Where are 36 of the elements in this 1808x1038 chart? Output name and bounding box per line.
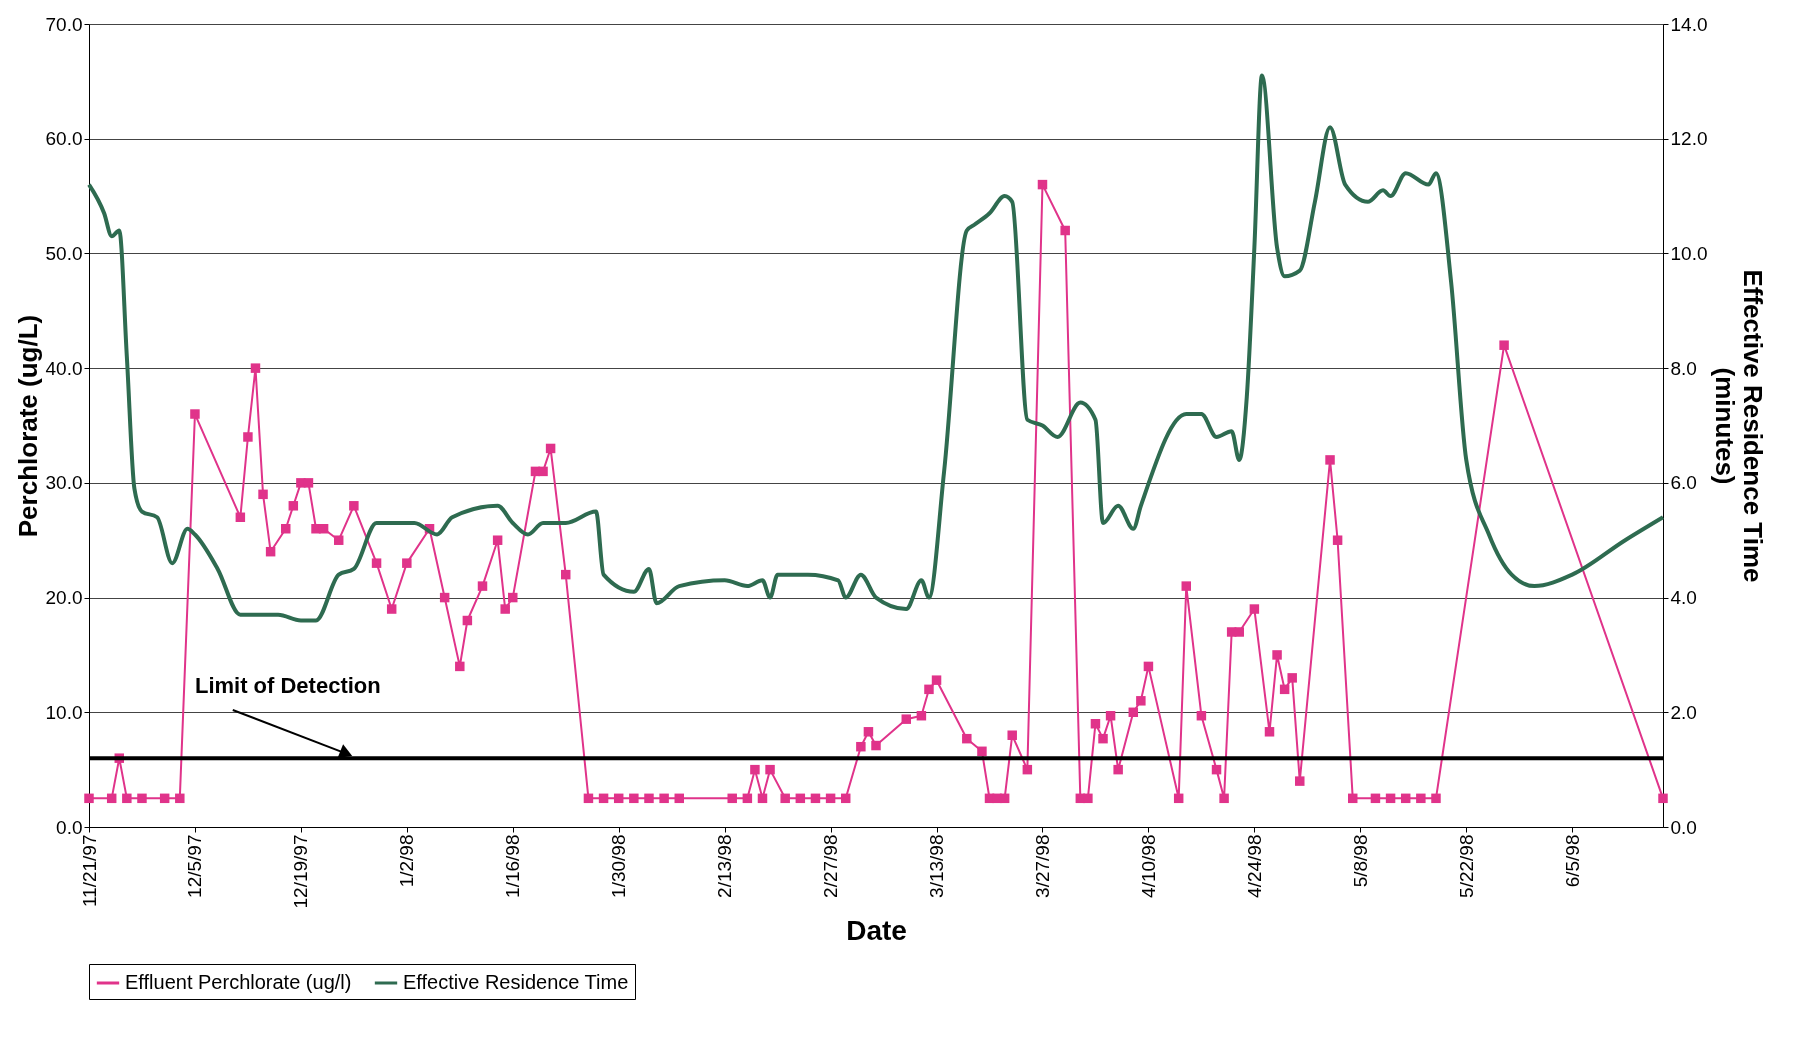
y-tick-label: 20.0	[45, 587, 83, 609]
ref-line-label: Limit of Detection	[194, 672, 381, 698]
x-tick-label: 3/27/98	[1031, 834, 1053, 898]
x-tick-label: 5/8/98	[1349, 834, 1371, 888]
y-tick-label: 10.0	[45, 701, 83, 723]
y-tick-label: 60.0	[45, 128, 83, 150]
y2-tick-label: 14.0	[1670, 13, 1708, 35]
y-tick-label: 30.0	[45, 472, 83, 494]
x-tick-label: 3/13/98	[926, 834, 948, 898]
y2-tick-label: 4.0	[1670, 587, 1697, 609]
y2-tick-label: 8.0	[1670, 357, 1697, 379]
x-tick-label: 1/2/98	[396, 834, 418, 888]
legend-label: Effluent Perchlorate (ug/l)	[125, 971, 352, 993]
x-tick-label: 1/30/98	[608, 834, 630, 898]
x-tick-label: 6/5/98	[1561, 834, 1583, 888]
legend-label: Effective Residence Time	[403, 971, 629, 993]
x-tick-label: 1/16/98	[502, 834, 524, 898]
x-axis-title: Date	[846, 915, 907, 947]
y-tick-label: 40.0	[45, 357, 83, 379]
y-tick-label: 50.0	[45, 242, 83, 264]
x-tick-label: 4/10/98	[1137, 834, 1159, 898]
x-tick-label: 12/19/97	[290, 834, 312, 909]
x-tick-label: 2/27/98	[820, 834, 842, 898]
y2-axis-title: Effective Residence Time (minutes)	[1710, 269, 1769, 583]
x-tick-label: 4/24/98	[1243, 834, 1265, 898]
x-tick-label: 5/22/98	[1455, 834, 1477, 898]
y-axis-title: Perchlorate (ug/L)	[12, 314, 43, 538]
x-tick-label: 2/13/98	[714, 834, 736, 898]
y2-tick-label: 6.0	[1670, 472, 1697, 494]
y-tick-label: 70.0	[45, 13, 83, 35]
line-series	[87, 73, 1665, 623]
y2-tick-label: 12.0	[1670, 128, 1708, 150]
y2-tick-label: 10.0	[1670, 242, 1708, 264]
y2-tick-label: 0.0	[1670, 816, 1697, 838]
y2-tick-label: 2.0	[1670, 701, 1697, 723]
x-tick-label: 12/5/97	[184, 834, 206, 898]
